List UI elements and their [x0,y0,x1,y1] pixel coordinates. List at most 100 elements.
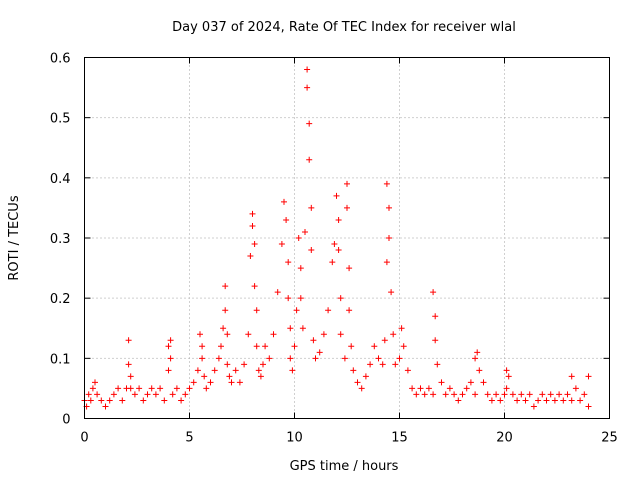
data-point [291,343,298,350]
data-point [85,391,92,398]
data-point [197,331,203,338]
data-point [337,295,344,302]
data-point [190,379,197,386]
data-point [505,373,512,380]
data-point [535,397,542,404]
data-point [115,385,122,392]
data-point [127,385,134,392]
data-point [173,385,180,392]
data-point [281,198,287,205]
data-point [503,385,510,392]
data-point [446,385,453,392]
data-point [236,379,243,386]
data-point [201,373,208,380]
data-point [484,391,491,398]
y-tick-label: 0.4 [50,172,71,187]
data-point [560,397,567,404]
data-point [530,403,537,410]
data-point [89,385,96,392]
data-point [241,361,248,368]
chart-title: Day 037 of 2024, Rate Of TEC Index for r… [172,20,516,35]
data-point [222,283,229,290]
x-axis-label: GPS time / hours [290,459,399,474]
data-point [472,355,479,362]
data-point [270,331,277,338]
data-point [308,204,315,211]
data-point [306,120,313,127]
data-point [262,343,269,350]
plot-frame [84,57,610,419]
data-point [167,337,174,344]
data-point [260,361,266,368]
data-point [335,216,342,223]
data-point [308,247,315,254]
data-point [266,355,273,362]
data-point [283,216,290,223]
data-point [509,391,516,398]
data-point [386,204,392,211]
data-point [451,391,458,398]
data-point [381,337,388,344]
data-point [344,180,350,187]
data-point [474,349,481,356]
data-point [455,397,462,404]
data-point [476,367,483,374]
data-point [165,367,172,374]
data-point [392,361,399,368]
x-tick-label: 10 [286,431,303,446]
x-tick-label: 25 [601,431,618,446]
data-point [329,259,336,266]
data-point [337,331,344,338]
data-point [178,397,185,404]
data-point [390,331,397,338]
data-point [157,385,164,392]
y-tick-label: 0 [62,413,70,428]
data-point [383,180,390,187]
data-point [501,391,508,398]
data-point [312,355,319,362]
data-point [295,235,302,241]
data-point [514,397,521,404]
data-point [215,355,222,362]
data-point [564,391,571,398]
data-point [556,391,563,398]
data-point [396,355,403,362]
data-point [274,289,281,296]
data-point [568,373,575,380]
data-point [430,289,437,296]
data-point [226,373,233,380]
data-point [224,361,231,368]
data-point [362,373,369,380]
data-point [218,343,224,350]
data-point [255,367,262,374]
data-point [297,295,304,302]
data-point [127,373,134,380]
data-point [119,397,126,404]
data-point [232,367,239,374]
data-point [199,355,206,362]
data-point [285,295,292,302]
data-point [136,385,143,392]
data-point [409,385,416,392]
data-point [161,397,168,404]
data-point [228,379,235,386]
data-point [306,156,313,163]
data-point [297,265,304,272]
data-point [144,391,151,398]
data-point [253,307,260,314]
data-point [285,259,292,266]
y-tick-label: 0.2 [50,292,71,307]
axis-ticks: 0 5 10 15 20 25 0 0.1 0.2 0.3 0.4 0.5 0.6 [50,52,618,446]
data-point [211,367,218,374]
y-tick-label: 0.5 [50,112,71,127]
data-point [251,241,258,248]
data-point [293,307,300,314]
data-point [310,337,317,344]
data-point [386,235,392,241]
data-point [251,283,258,290]
data-point [497,397,504,404]
data-point [442,391,449,398]
data-point [539,391,546,398]
data-point [194,367,201,374]
data-point [383,259,390,266]
